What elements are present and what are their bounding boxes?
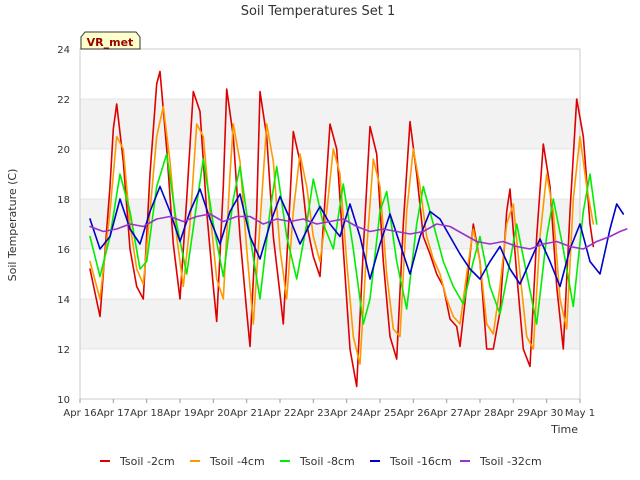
legend-label: Tsoil -8cm bbox=[299, 455, 355, 468]
x-tick-label: Apr 28 bbox=[463, 408, 496, 419]
x-tick-label: Apr 24 bbox=[330, 408, 363, 419]
x-tick-label: Apr 17 bbox=[97, 408, 130, 419]
y-tick-label: 10 bbox=[57, 395, 70, 406]
x-tick-label: Apr 19 bbox=[163, 408, 196, 419]
station-label-shape bbox=[80, 31, 141, 50]
y-tick-label: 18 bbox=[57, 195, 70, 206]
y-tick-label: 20 bbox=[57, 145, 70, 156]
x-tick-label: Apr 20 bbox=[197, 408, 230, 419]
y-axis-label: Soil Temperature (C) bbox=[6, 169, 19, 282]
legend-label: Tsoil -4cm bbox=[209, 455, 265, 468]
x-tick-label: Apr 22 bbox=[263, 408, 296, 419]
series-line bbox=[89, 70, 595, 388]
station-label: VR_met bbox=[87, 36, 134, 49]
series-line bbox=[89, 185, 625, 288]
y-tick-label: 16 bbox=[57, 245, 70, 256]
y-axis-ticks: 10 12 14 16 18 20 22 24 bbox=[57, 45, 70, 406]
x-tick-label: May 1 bbox=[565, 408, 595, 419]
x-axis-ticks: Apr 16 Apr 17 Apr 18 Apr 19 Apr 20 Apr 21 Apr … bbox=[63, 399, 595, 419]
station-label-box: VR_met bbox=[80, 31, 141, 50]
series-line bbox=[89, 153, 598, 325]
x-tick-label: Apr 29 bbox=[497, 408, 530, 419]
x-tick-label: Apr 30 bbox=[530, 408, 563, 419]
y-tick-label: 22 bbox=[57, 95, 70, 106]
series-line bbox=[89, 213, 628, 250]
legend-label: Tsoil -16cm bbox=[389, 455, 452, 468]
x-tick-label: Apr 16 bbox=[63, 408, 96, 419]
x-tick-label: Apr 27 bbox=[430, 408, 463, 419]
legend: Tsoil -2cm Tsoil -4cm Tsoil -8cm Tsoil -16c… bbox=[100, 455, 542, 468]
y-tick-label: 24 bbox=[57, 45, 70, 56]
chart-title: Soil Temperatures Set 1 bbox=[241, 4, 396, 19]
grid-band bbox=[80, 299, 580, 349]
y-tick-label: 14 bbox=[57, 295, 70, 306]
series-line bbox=[89, 105, 595, 365]
legend-label: Tsoil -2cm bbox=[119, 455, 175, 468]
x-tick-label: Apr 21 bbox=[230, 408, 263, 419]
y-tick-label: 12 bbox=[57, 345, 70, 356]
legend-label: Tsoil -32cm bbox=[479, 455, 542, 468]
x-tick-label: Apr 25 bbox=[363, 408, 396, 419]
x-tick-label: Apr 18 bbox=[130, 408, 163, 419]
series-lines bbox=[89, 70, 628, 388]
x-tick-label: Apr 26 bbox=[397, 408, 430, 419]
x-tick-label: Apr 23 bbox=[297, 408, 330, 419]
x-axis-label: Time bbox=[550, 423, 578, 436]
